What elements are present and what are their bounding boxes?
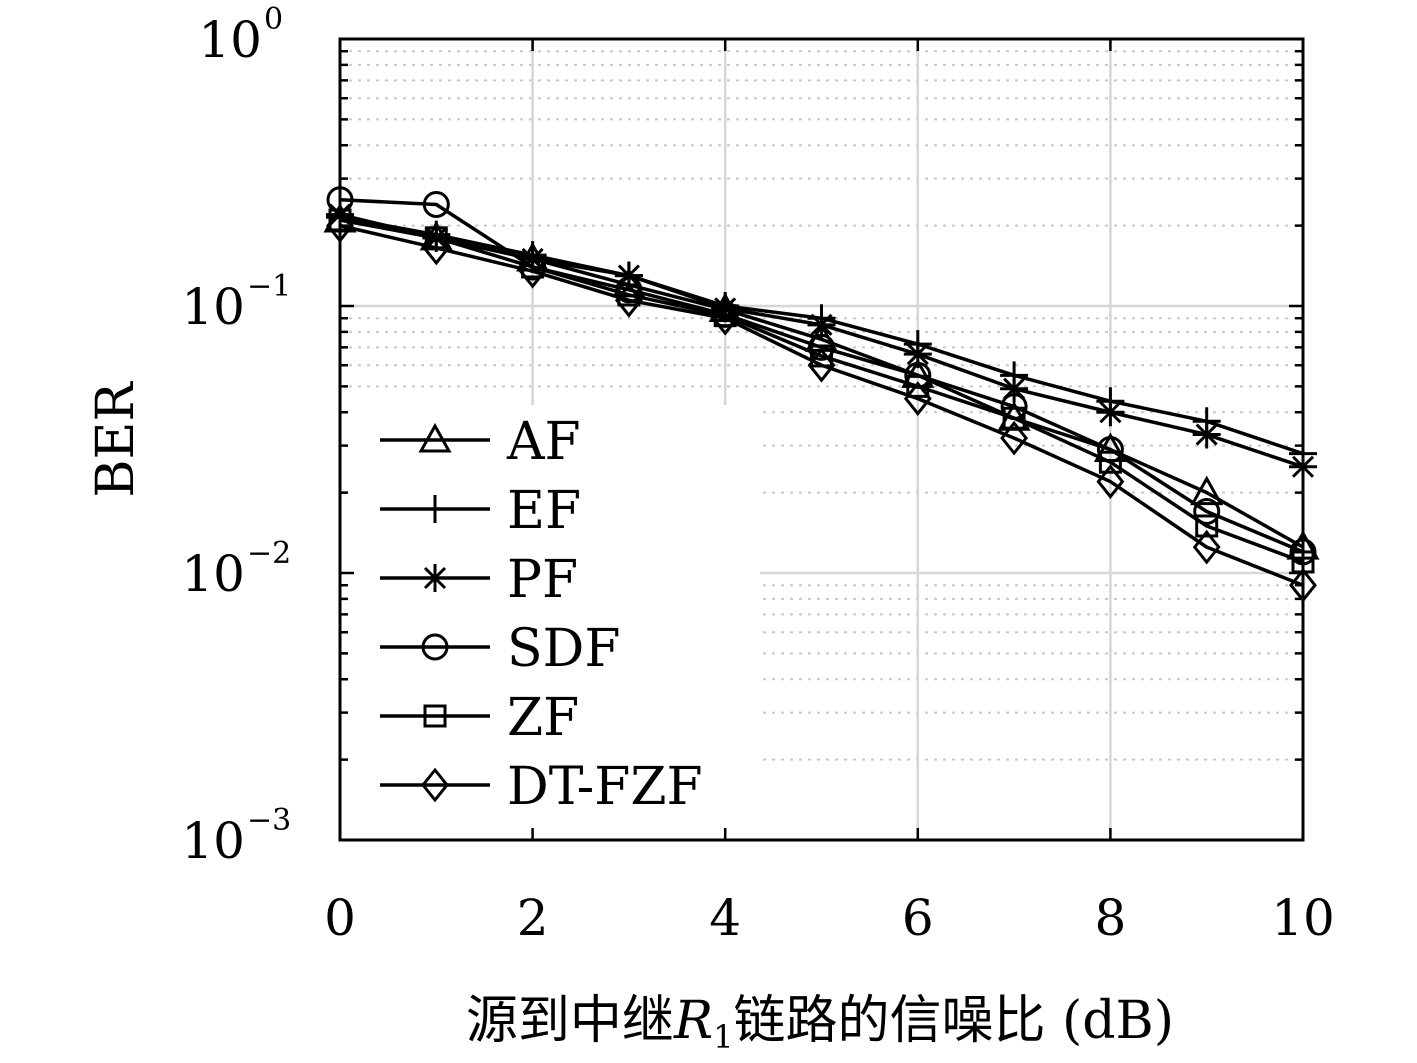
- y-tick-label-base: 10: [181, 812, 245, 870]
- x-tick-label: 10: [1271, 889, 1335, 947]
- data-point-sdf: [1193, 497, 1221, 525]
- legend-marker-sdf: [421, 633, 449, 661]
- x-axis-label-subscript: 1: [713, 1018, 733, 1056]
- data-point-dt-fzf: [1000, 420, 1029, 456]
- data-point-af: [1190, 475, 1224, 506]
- legend-label-ef: EF: [507, 481, 581, 541]
- x-tick-label: 4: [709, 889, 741, 947]
- legend-label-af: AF: [506, 412, 581, 472]
- data-point-zf: [906, 374, 930, 398]
- data-point-pf: [1192, 420, 1221, 449]
- legend-marker-pf: [421, 564, 449, 592]
- plot-frame: [338, 37, 1305, 842]
- data-point-zf: [1195, 514, 1219, 538]
- x-tick-label: 8: [1094, 889, 1126, 947]
- data-point-pf: [903, 340, 932, 369]
- y-tick-label-exponent: 0: [264, 2, 283, 37]
- legend-label-dt-fzf: DT-FZF: [507, 757, 703, 817]
- data-point-sdf: [422, 190, 450, 218]
- x-tick-label: 0: [324, 889, 356, 947]
- data-point-sdf: [1000, 393, 1028, 421]
- data-point-sdf: [615, 276, 643, 304]
- data-point-dt-fzf: [711, 300, 740, 336]
- legend: AF EF PF SDF ZF DT-FZF: [343, 405, 760, 837]
- legend-marker-dt-fzf: [421, 767, 449, 803]
- y-tick-label-exponent: −1: [247, 269, 291, 304]
- data-point-sdf: [904, 361, 932, 389]
- y-tick-label-base: 10: [181, 545, 245, 603]
- data-point-zf: [1098, 450, 1122, 474]
- data-point-pf: [1000, 374, 1029, 403]
- data-point-pf: [614, 261, 643, 290]
- x-axis-label: 源到中继R1链路的信噪比 (dB): [466, 991, 1174, 1056]
- legend-marker-ef: [421, 495, 449, 523]
- y-tick-label-base: 10: [181, 278, 245, 336]
- x-axis-label-prefix: 源到中继: [466, 991, 674, 1051]
- legend-marker-af: [418, 422, 452, 453]
- data-point-zf: [424, 226, 448, 250]
- data-point-zf: [810, 344, 833, 368]
- data-point-dt-fzf: [1192, 529, 1221, 565]
- data-point-dt-fzf: [903, 381, 932, 416]
- legend-marker-zf: [423, 704, 447, 728]
- y-axis-label: BER: [86, 380, 146, 497]
- data-point-dt-fzf: [1096, 464, 1125, 499]
- legend-background: [343, 405, 760, 837]
- y-tick-label-base: 10: [198, 11, 262, 69]
- data-point-dt-fzf: [614, 282, 643, 318]
- legend-label-pf: PF: [507, 550, 578, 610]
- data-point-dt-fzf: [518, 253, 547, 289]
- y-tick-label-exponent: −3: [247, 803, 291, 838]
- data-point-pf: [807, 310, 836, 339]
- legend-label-sdf: SDF: [507, 619, 620, 679]
- series-markers: [323, 186, 1320, 603]
- x-tick-label: 2: [517, 889, 549, 947]
- legend-label-zf: ZF: [507, 688, 579, 748]
- x-axis-label-suffix: 链路的信噪比 (dB): [733, 991, 1174, 1051]
- data-point-dt-fzf: [422, 230, 451, 266]
- series-line-zf: [339, 218, 1304, 564]
- data-point-pf: [711, 294, 740, 323]
- data-point-sdf: [808, 333, 835, 361]
- data-point-pf: [422, 223, 451, 252]
- data-point-pf: [518, 244, 547, 273]
- data-point-dt-fzf: [807, 347, 836, 383]
- y-tick-label-exponent: −2: [247, 536, 291, 571]
- data-point-sdf: [1096, 436, 1124, 464]
- x-tick-label: 6: [902, 889, 934, 947]
- data-point-zf: [1002, 406, 1026, 430]
- data-point-pf: [1096, 398, 1125, 427]
- x-axis-label-variable: R: [673, 991, 713, 1051]
